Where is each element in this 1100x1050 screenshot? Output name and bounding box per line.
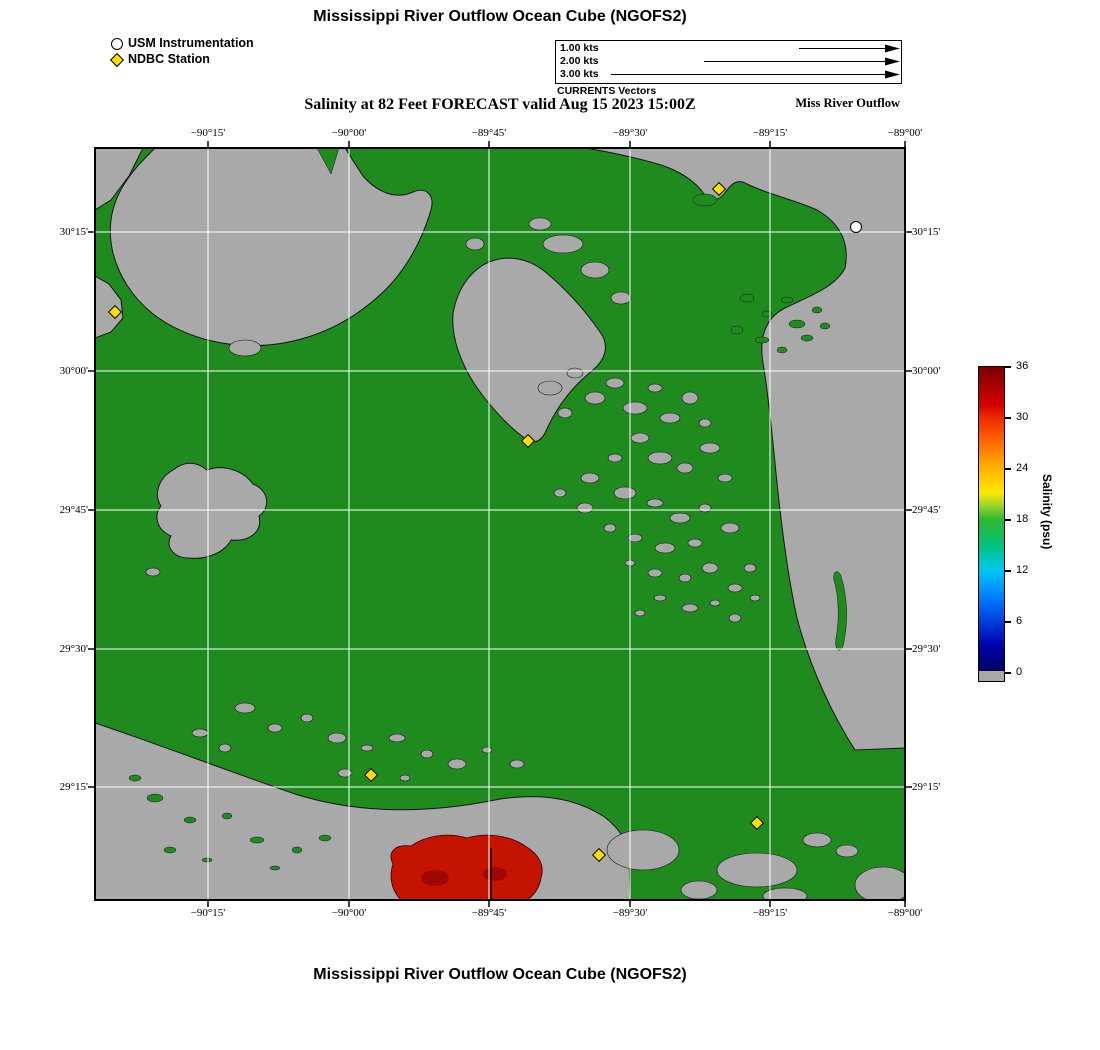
- currents-scale-arrows: [611, 44, 900, 79]
- forecast-subtitle: Salinity at 82 Feet FORECAST valid Aug 1…: [304, 96, 696, 113]
- x-tick-label: −90°15': [190, 127, 226, 139]
- x-tick-label: −90°00': [331, 907, 367, 919]
- map-frame: [94, 147, 906, 901]
- colorbar-gradient: [979, 367, 1004, 681]
- x-tick-label: −89°15': [752, 907, 788, 919]
- currents-scale-box: 1.00 kts 2.00 kts 3.00 kts: [555, 40, 902, 84]
- y-tick-label: 29°30': [59, 643, 88, 655]
- y-tick-label: 29°30': [912, 643, 941, 655]
- colorbar-tick: [1005, 672, 1011, 674]
- ndbc-legend-icon: [109, 52, 125, 68]
- colorbar-tick-label: 12: [1016, 564, 1029, 576]
- x-tick-label: −89°00': [887, 907, 923, 919]
- usm-legend-icon: [111, 38, 123, 50]
- x-tick-label: −89°45': [471, 907, 507, 919]
- y-tick-label: 29°15': [59, 781, 88, 793]
- x-tick-label: −90°15': [190, 907, 226, 919]
- colorbar-tick-label: 18: [1016, 513, 1029, 525]
- x-tick-label: −89°15': [752, 127, 788, 139]
- y-tick-label: 30°15': [59, 226, 88, 238]
- colorbar: [978, 366, 1005, 682]
- usm-legend-label: USM Instrumentation: [128, 36, 254, 50]
- y-tick-label: 30°00': [912, 365, 941, 377]
- y-tick-label: 30°15': [912, 226, 941, 238]
- y-tick-label: 30°00': [59, 365, 88, 377]
- y-tick-label: 29°45': [912, 504, 941, 516]
- axis-ticks: [88, 141, 912, 907]
- ndbc-legend-label: NDBC Station: [128, 52, 210, 66]
- south-marsh-speckles: [191, 702, 525, 782]
- x-tick-label: −90°00': [331, 127, 367, 139]
- colorbar-tick: [1005, 519, 1011, 521]
- graticule: [95, 148, 905, 900]
- colorbar-tick-label: 36: [1016, 360, 1029, 372]
- colorbar-tick: [1005, 468, 1011, 470]
- colorbar-tick-label: 30: [1016, 411, 1029, 423]
- colorbar-tick: [1005, 621, 1011, 623]
- water-speckles: [128, 293, 847, 871]
- colorbar-tick-label: 6: [1016, 615, 1023, 627]
- colorbar-tick: [1005, 417, 1011, 419]
- colorbar-tick: [1005, 366, 1011, 368]
- currents-scale-1kt-label: 1.00 kts: [560, 42, 599, 54]
- currents-scale-3kt-label: 3.00 kts: [560, 68, 599, 80]
- colorbar-tick-label: 24: [1016, 462, 1029, 474]
- y-tick-label: 29°45': [59, 504, 88, 516]
- y-tick-label: 29°15': [912, 781, 941, 793]
- marsh-speckles: [537, 367, 761, 623]
- x-tick-label: −89°30': [612, 127, 648, 139]
- x-tick-label: −89°00': [887, 127, 923, 139]
- bottom-title: Mississippi River Outflow Ocean Cube (NG…: [313, 966, 687, 983]
- currents-caption: CURRENTS Vectors: [557, 85, 657, 97]
- colorbar-tick-label: 0: [1016, 666, 1023, 678]
- x-tick-label: −89°45': [471, 127, 507, 139]
- corner-label: Miss River Outflow: [795, 96, 900, 110]
- map-canvas: [88, 141, 912, 907]
- land-layer: [95, 148, 905, 900]
- x-tick-label: −89°30': [612, 907, 648, 919]
- colorbar-tick: [1005, 570, 1011, 572]
- colorbar-axis-label: Salinity (psu): [1040, 474, 1054, 550]
- page-title: Mississippi River Outflow Ocean Cube (NG…: [313, 8, 687, 25]
- currents-scale-2kt-label: 2.00 kts: [560, 55, 599, 67]
